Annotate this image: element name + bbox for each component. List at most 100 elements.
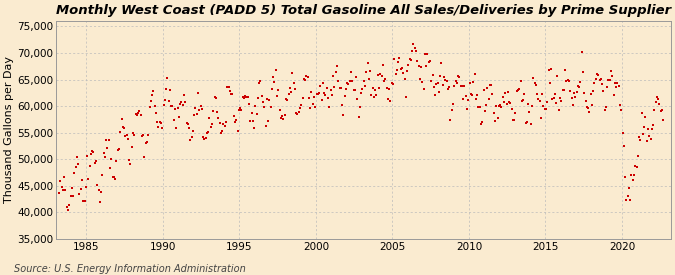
Point [611, 85, 622, 90]
Point [64, 203, 75, 207]
Point [76, 178, 87, 182]
Point [205, 125, 216, 130]
Point [149, 104, 160, 108]
Point [321, 86, 332, 90]
Point [564, 79, 574, 83]
Point [541, 107, 551, 111]
Point [478, 87, 489, 92]
Point [604, 78, 615, 82]
Point [599, 108, 610, 112]
Point [511, 88, 522, 93]
Point [460, 94, 471, 98]
Point [76, 187, 86, 191]
Point [268, 75, 279, 79]
Point [182, 122, 193, 127]
Point [435, 74, 446, 78]
Point [551, 101, 562, 106]
Point [254, 81, 265, 85]
Point [190, 106, 201, 111]
Point [181, 121, 192, 126]
Point [273, 88, 284, 92]
Point [605, 68, 616, 73]
Point [236, 108, 247, 112]
Point [132, 113, 142, 117]
Point [167, 104, 178, 108]
Point [533, 97, 544, 101]
Point [337, 103, 348, 107]
Point [219, 124, 230, 128]
Point [580, 99, 591, 103]
Text: Source: U.S. Energy Information Administration: Source: U.S. Energy Information Administ… [14, 264, 245, 274]
Point [329, 85, 340, 90]
Point [188, 128, 198, 133]
Point [618, 144, 629, 148]
Point [214, 121, 225, 125]
Point [259, 104, 270, 109]
Point [252, 96, 263, 101]
Point [264, 98, 275, 103]
Point [89, 161, 100, 166]
Point [56, 185, 67, 189]
Point [296, 103, 306, 108]
Point [552, 74, 563, 79]
Point [168, 117, 179, 122]
Point [657, 107, 668, 112]
Point [426, 79, 437, 83]
Point [223, 85, 234, 90]
Point [113, 147, 124, 152]
Point [637, 111, 647, 116]
Point [397, 65, 408, 70]
Point [78, 199, 88, 203]
Point [173, 115, 184, 120]
Point [101, 138, 111, 142]
Point [80, 185, 91, 190]
Point [340, 87, 351, 92]
Point [488, 111, 499, 116]
Point [166, 103, 177, 108]
Point [245, 119, 256, 123]
Point [184, 126, 194, 130]
Point [153, 124, 164, 129]
Point [291, 111, 302, 115]
Point [617, 131, 628, 136]
Point [512, 88, 523, 92]
Point [347, 78, 358, 83]
Point [192, 91, 203, 95]
Point [560, 68, 570, 72]
Point [55, 179, 65, 183]
Point [292, 112, 303, 116]
Point [654, 101, 665, 106]
Point [519, 92, 530, 96]
Point [443, 85, 454, 89]
Point [483, 97, 494, 101]
Point [196, 107, 207, 112]
Point [601, 105, 612, 109]
Point [256, 94, 267, 98]
Point [246, 110, 257, 115]
Point [485, 83, 495, 87]
Point [146, 93, 157, 98]
Point [647, 126, 657, 131]
Point [475, 105, 485, 109]
Point [555, 95, 566, 100]
Point [375, 72, 385, 76]
Point [134, 109, 144, 113]
Point [648, 123, 659, 127]
Point [612, 81, 623, 85]
Point [520, 121, 531, 125]
Point [209, 95, 220, 100]
Point [346, 70, 356, 75]
Point [630, 164, 641, 168]
Point [263, 119, 273, 123]
Point [122, 133, 132, 137]
Point [575, 80, 586, 84]
Point [314, 90, 325, 95]
Point [348, 88, 359, 92]
Point [417, 79, 428, 84]
Point [354, 104, 365, 109]
Point [68, 194, 78, 198]
Point [565, 89, 576, 93]
Point [529, 81, 540, 86]
Point [107, 175, 118, 180]
Point [516, 99, 527, 104]
